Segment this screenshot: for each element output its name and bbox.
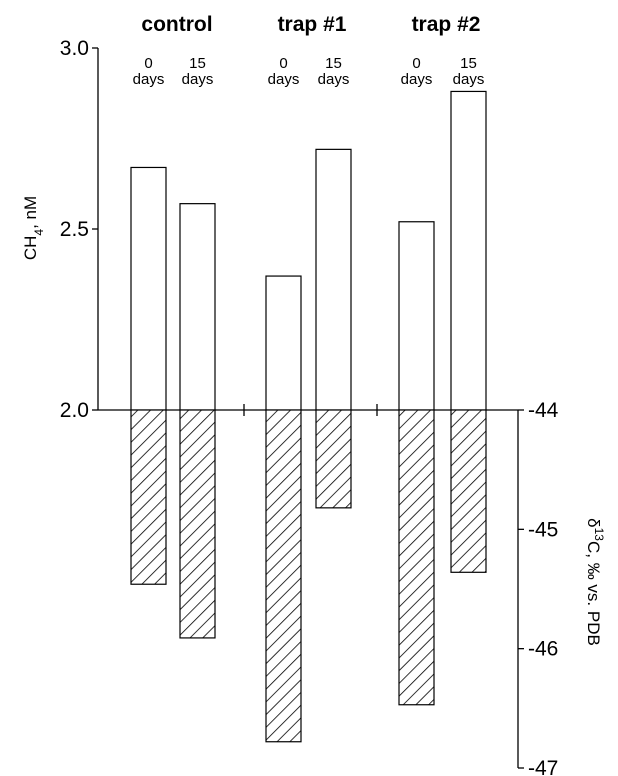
ch4-bar xyxy=(398,221,435,411)
group-labels: control 0 days 15 days trap #1 0 days 15 days trap… xyxy=(133,13,485,88)
left-axis-title: CH4, nM xyxy=(21,196,46,260)
bars xyxy=(130,90,487,743)
ch4-bar xyxy=(315,148,352,411)
right-axis-ticks: -44 -45 -46 -47 xyxy=(518,399,559,776)
d13c-bar xyxy=(398,409,435,706)
d13c-bar xyxy=(450,409,487,573)
left-axis-title-main: CH xyxy=(21,236,40,261)
bar-category-label: 15 days xyxy=(453,55,485,88)
bar-category-label: 0 days xyxy=(268,55,300,88)
left-tick-label: 2.5 xyxy=(60,218,89,241)
left-tick-label: 3.0 xyxy=(60,37,89,60)
ch4-bar xyxy=(130,166,167,411)
ch4-bar xyxy=(450,90,487,411)
right-tick-label: -47 xyxy=(528,757,558,776)
right-axis-title-sup: 13 xyxy=(592,528,606,542)
bar-category-label: 15 days xyxy=(182,55,214,88)
group-label: trap #2 xyxy=(412,13,481,36)
right-axis-title: δ13C, ‰ vs. PDB xyxy=(584,518,606,646)
group-label: control xyxy=(141,13,212,36)
left-tick-label: 2.0 xyxy=(60,399,89,422)
ch4-bar xyxy=(265,275,302,411)
d13c-bar xyxy=(315,409,352,509)
d13c-bar xyxy=(179,409,216,639)
right-axis-title-delta: δ xyxy=(584,518,603,527)
group-label: trap #1 xyxy=(278,13,347,36)
left-axis-title-rest: , nM xyxy=(21,196,40,229)
bar-category-label: 15 days xyxy=(318,55,350,88)
right-tick-label: -46 xyxy=(528,638,558,661)
d13c-bar xyxy=(130,409,167,585)
left-axis-ticks: 2.0 2.5 3.0 xyxy=(60,37,98,422)
d13c-bar xyxy=(265,409,302,743)
right-tick-label: -44 xyxy=(528,399,559,422)
right-axis-title-rest: C, ‰ vs. PDB xyxy=(584,541,603,646)
left-axis-title-sub: 4 xyxy=(32,229,46,236)
ch4-bar xyxy=(179,203,216,411)
bar-category-label: 0 days xyxy=(401,55,433,88)
right-tick-label: -45 xyxy=(528,518,558,541)
bar-category-label: 0 days xyxy=(133,55,165,88)
